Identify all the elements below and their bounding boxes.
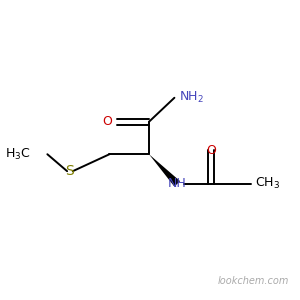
Text: O: O — [206, 143, 216, 157]
Text: H$_3$C: H$_3$C — [5, 147, 30, 162]
Polygon shape — [149, 154, 180, 187]
Text: S: S — [66, 164, 74, 178]
Text: CH$_3$: CH$_3$ — [255, 176, 280, 191]
Text: lookchem.com: lookchem.com — [218, 275, 289, 286]
Text: NH$_2$: NH$_2$ — [178, 90, 204, 105]
Text: O: O — [102, 115, 112, 128]
Text: NH: NH — [168, 177, 187, 190]
